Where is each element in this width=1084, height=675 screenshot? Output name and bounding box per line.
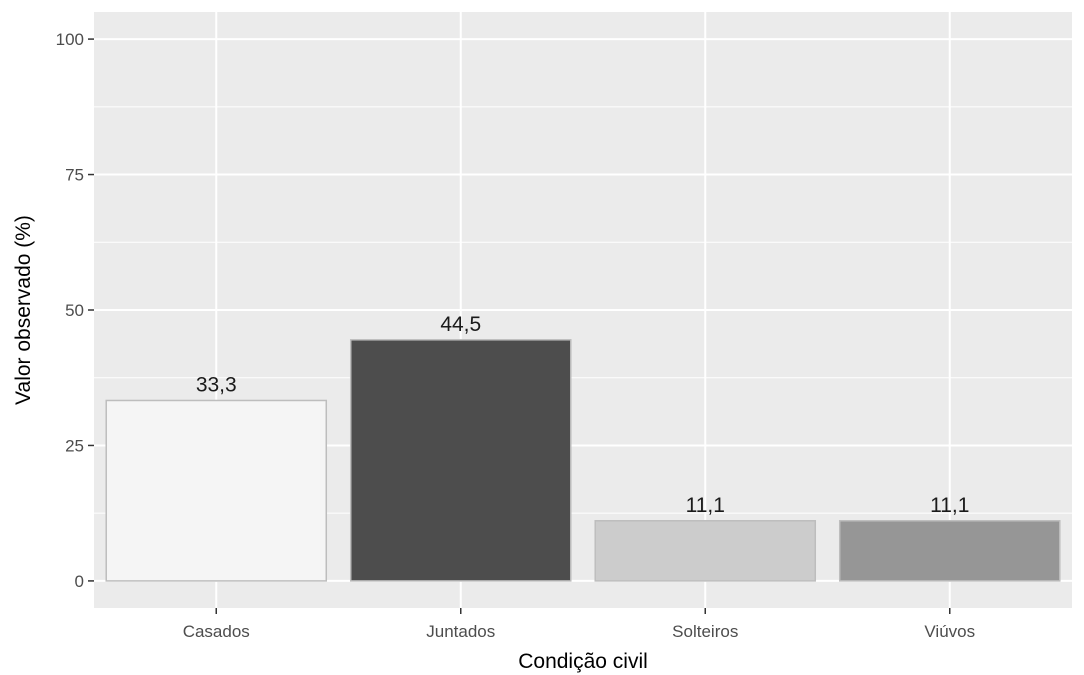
x-axis-title: Condição civil bbox=[518, 650, 648, 673]
bar-value-labels: 33,3 44,5 11,1 11,1 bbox=[196, 313, 970, 517]
bar bbox=[594, 520, 817, 582]
bar bbox=[838, 520, 1061, 582]
bar bbox=[349, 339, 572, 582]
bars bbox=[105, 339, 1061, 582]
y-tick-label: 100 bbox=[56, 30, 84, 49]
bar-value-label: 11,1 bbox=[686, 494, 725, 517]
x-tick-label: Viúvos bbox=[924, 622, 975, 641]
bar-value-label: 33,3 bbox=[196, 373, 237, 396]
x-axis: Casados Juntados Solteiros Viúvos bbox=[183, 608, 975, 641]
y-tick-label: 75 bbox=[65, 166, 84, 185]
x-tick-label: Solteiros bbox=[672, 622, 738, 641]
y-tick-label: 25 bbox=[65, 436, 84, 455]
y-axis-title: Valor observado (%) bbox=[12, 215, 35, 405]
x-tick-label: Casados bbox=[183, 622, 250, 641]
y-tick-label: 50 bbox=[65, 301, 84, 320]
bar bbox=[105, 399, 328, 582]
bar-value-label: 44,5 bbox=[440, 313, 481, 336]
x-tick-label: Juntados bbox=[426, 622, 495, 641]
bar-value-label: 11,1 bbox=[930, 494, 969, 517]
y-axis: 0 25 50 75 100 bbox=[56, 30, 94, 591]
y-tick-label: 0 bbox=[75, 572, 84, 591]
